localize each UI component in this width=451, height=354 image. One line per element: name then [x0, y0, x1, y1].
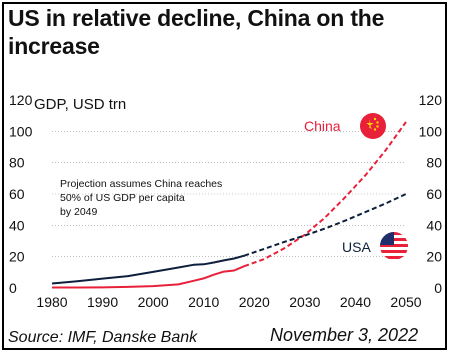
y-tick-right-100: 100	[419, 123, 443, 139]
y-tick-left-80: 80	[9, 155, 25, 171]
x-tick-2050: 2050	[390, 294, 421, 310]
chart-title: US in relative decline, China on the inc…	[8, 5, 385, 59]
x-tick-2020: 2020	[239, 294, 270, 310]
x-tick-1980: 1980	[36, 294, 67, 310]
x-tick-2010: 2010	[188, 294, 219, 310]
y-tick-right-0: 0	[434, 280, 442, 296]
y-tick-left-0: 0	[9, 280, 17, 296]
y-tick-right-40: 40	[426, 217, 442, 233]
y-tick-left-120: 120	[9, 92, 33, 108]
china-series-label: China	[304, 118, 341, 134]
chart-frame	[2, 2, 447, 350]
china-flag-icon	[360, 113, 386, 139]
y-axis-label: GDP, USD trn	[34, 96, 126, 113]
y-tick-left-40: 40	[9, 217, 25, 233]
y-tick-right-60: 60	[426, 186, 442, 202]
x-tick-2030: 2030	[289, 294, 320, 310]
y-tick-left-60: 60	[9, 186, 25, 202]
x-ticks: 1980 1990 2000 2010 2020 2030 2040 2050	[36, 294, 421, 310]
y-ticks-right: 0 20 40 60 80 100 120	[419, 92, 443, 296]
usa-actual-line	[51, 254, 245, 285]
grid-layer	[52, 131, 406, 257]
y-tick-right-80: 80	[426, 155, 442, 171]
y-tick-left-100: 100	[9, 123, 33, 139]
usa-series-label: USA	[342, 239, 371, 255]
x-tick-2040: 2040	[340, 294, 371, 310]
projection-annotation: Projection assumes China reaches 50% of …	[60, 178, 225, 218]
source-note: Source: IMF, Danske Bank	[8, 329, 198, 346]
y-tick-left-20: 20	[9, 249, 25, 265]
usa-flag-icon	[380, 232, 408, 260]
y-ticks-left: 0 20 40 60 80 100 120	[9, 92, 33, 296]
usa-projection-line	[243, 193, 407, 257]
date-stamp: November 3, 2022	[270, 325, 419, 345]
y-tick-right-120: 120	[419, 92, 443, 108]
china-actual-line	[52, 265, 245, 289]
y-tick-right-20: 20	[426, 249, 442, 265]
x-tick-1990: 1990	[87, 294, 118, 310]
series-layer	[51, 121, 407, 289]
x-tick-2000: 2000	[138, 294, 169, 310]
